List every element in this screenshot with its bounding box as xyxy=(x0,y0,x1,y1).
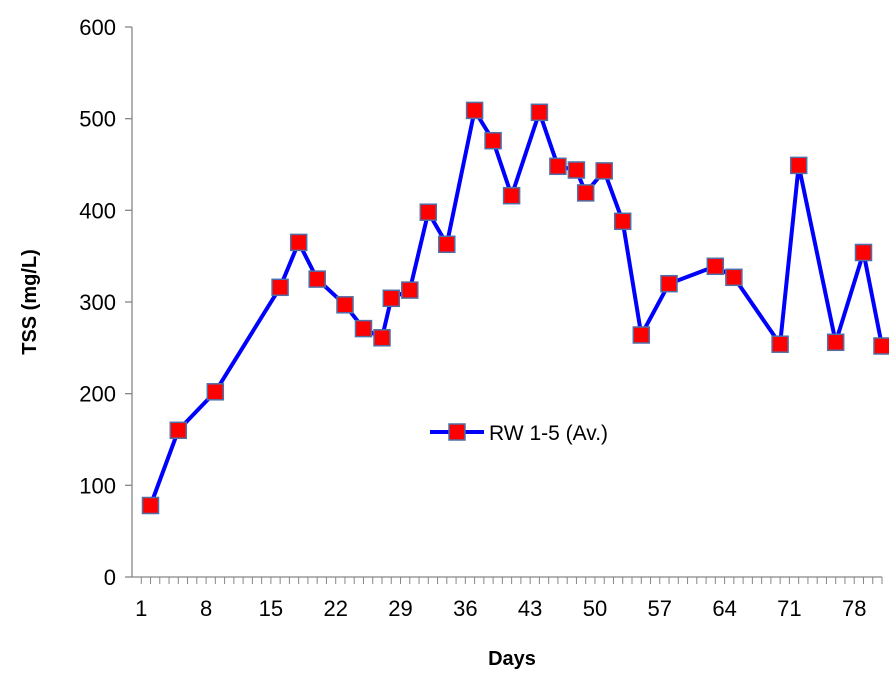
data-point xyxy=(707,258,723,274)
series-layer xyxy=(143,102,889,513)
data-point xyxy=(374,330,390,346)
x-tick-label: 57 xyxy=(648,596,672,621)
x-tick-label: 15 xyxy=(259,596,283,621)
data-point xyxy=(291,234,307,250)
data-point xyxy=(874,338,889,354)
data-point xyxy=(661,276,677,292)
data-point xyxy=(485,133,501,149)
data-point xyxy=(726,269,742,285)
data-point xyxy=(568,162,584,178)
y-tick-label: 100 xyxy=(79,473,116,498)
data-point xyxy=(856,245,872,261)
legend-label: RW 1-5 (Av.) xyxy=(489,422,608,445)
y-axis-title: TSS (mg/L) xyxy=(19,249,41,355)
data-point xyxy=(791,157,807,173)
data-point xyxy=(828,334,844,350)
data-point xyxy=(633,327,649,343)
data-point xyxy=(272,279,288,295)
data-point xyxy=(439,236,455,252)
y-tick-label: 0 xyxy=(104,565,116,590)
data-point xyxy=(467,102,483,118)
data-point xyxy=(143,498,159,514)
x-tick-label: 64 xyxy=(712,596,736,621)
x-tick-label: 71 xyxy=(777,596,801,621)
data-point xyxy=(170,422,186,438)
data-point xyxy=(309,271,325,287)
y-tick-label: 400 xyxy=(79,198,116,223)
data-point xyxy=(615,213,631,229)
x-tick-label: 8 xyxy=(200,596,212,621)
data-point xyxy=(402,282,418,298)
x-tick-label: 78 xyxy=(842,596,866,621)
y-tick-label: 200 xyxy=(79,382,116,407)
y-tick-label: 300 xyxy=(79,290,116,315)
x-tick-label: 36 xyxy=(453,596,477,621)
data-point xyxy=(504,188,520,204)
data-point xyxy=(337,297,353,313)
data-point xyxy=(356,321,372,337)
data-point xyxy=(550,158,566,174)
x-tick-label: 43 xyxy=(518,596,542,621)
x-tick-label: 22 xyxy=(323,596,347,621)
legend: RW 1-5 (Av.) xyxy=(430,422,608,445)
data-point xyxy=(207,384,223,400)
series-line xyxy=(151,110,883,505)
data-point xyxy=(596,163,612,179)
legend-marker xyxy=(449,424,465,440)
data-point xyxy=(383,290,399,306)
data-point xyxy=(531,104,547,120)
x-axis-title: Days xyxy=(488,648,536,670)
data-point xyxy=(578,185,594,201)
x-tick-label: 29 xyxy=(388,596,412,621)
data-point xyxy=(420,204,436,220)
x-tick-label: 50 xyxy=(583,596,607,621)
x-tick-label: 1 xyxy=(135,596,147,621)
data-point xyxy=(772,336,788,352)
y-tick-label: 500 xyxy=(79,107,116,132)
y-tick-label: 600 xyxy=(79,15,116,40)
